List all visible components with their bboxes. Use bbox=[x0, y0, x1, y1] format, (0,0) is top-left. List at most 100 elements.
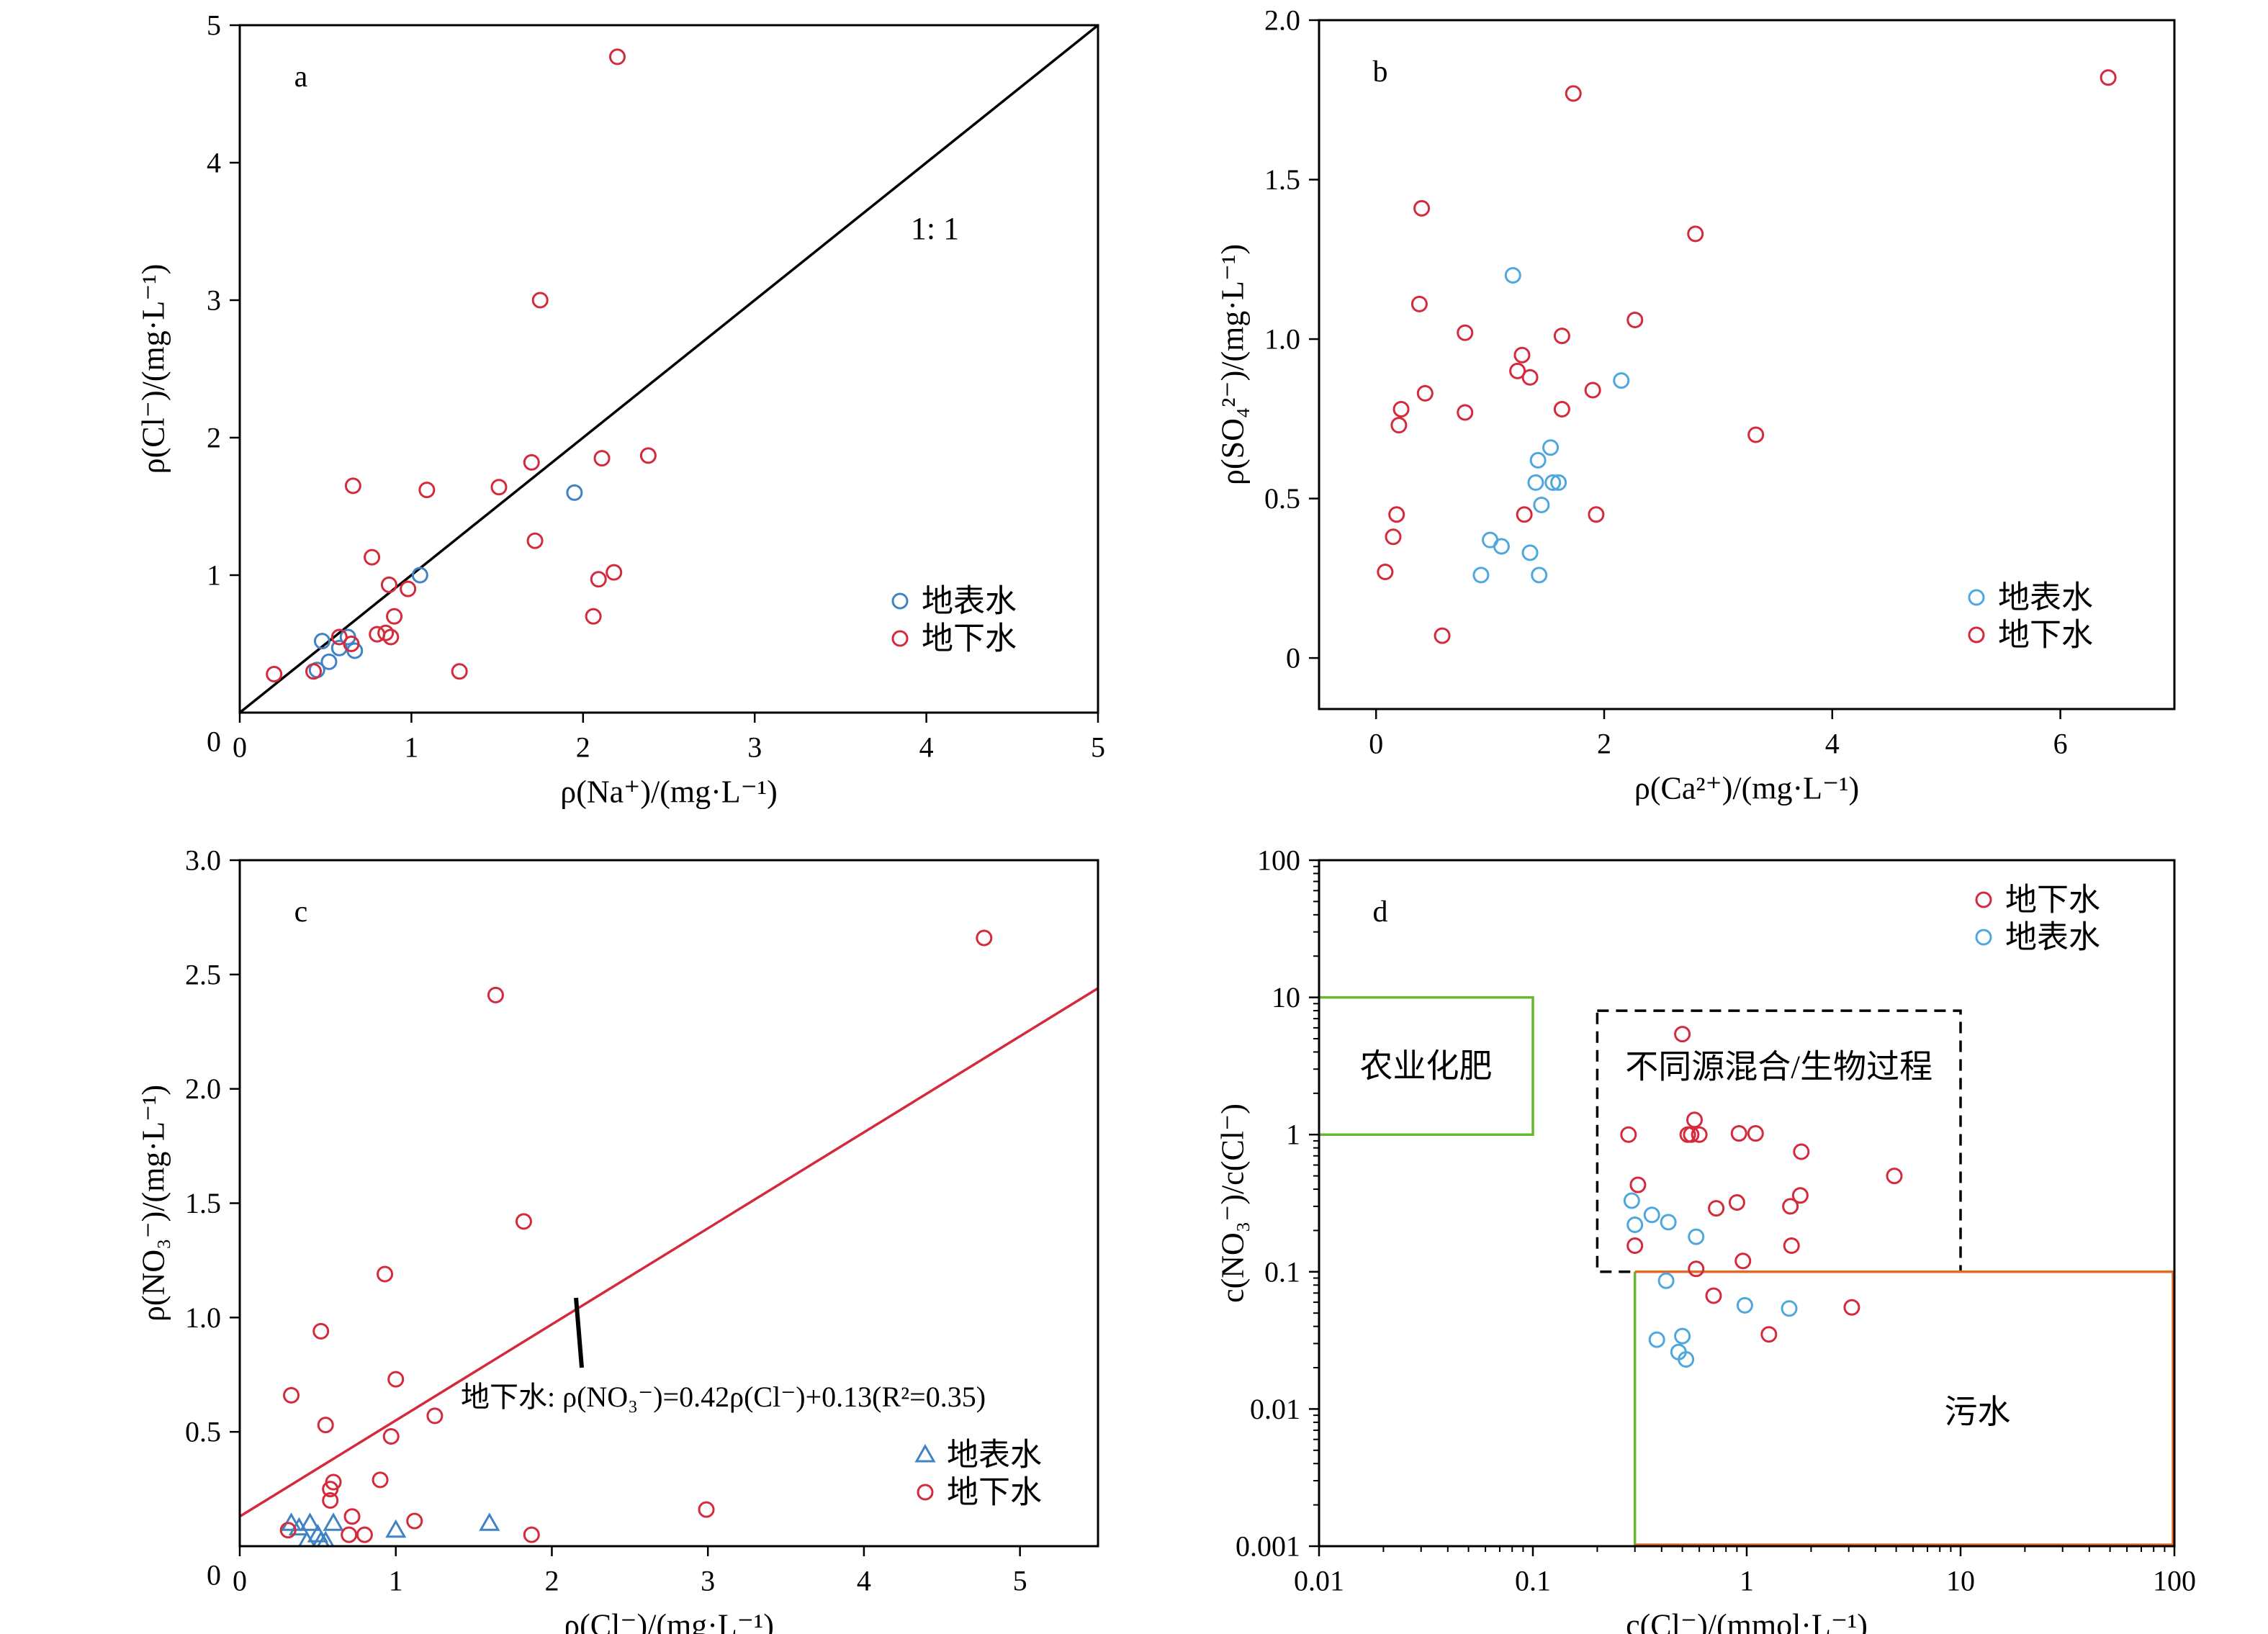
groundwater-point bbox=[1509, 362, 1526, 379]
groundwater-point bbox=[1728, 1194, 1745, 1211]
panel-letter: d bbox=[1373, 895, 1388, 929]
x-tick-label: 6 bbox=[2053, 728, 2068, 760]
y-tick-label: 2.0 bbox=[185, 1073, 221, 1105]
y-tick-label: 1.5 bbox=[185, 1187, 221, 1219]
regression-line bbox=[240, 987, 1098, 1518]
groundwater-point bbox=[356, 1526, 373, 1543]
x-tick-label: 5 bbox=[1091, 731, 1105, 764]
groundwater-point bbox=[1565, 85, 1582, 102]
x-tick-label: 0 bbox=[233, 731, 247, 764]
legend-marker bbox=[917, 1484, 934, 1501]
legend-marker bbox=[1968, 589, 1985, 606]
x-tick-label: 4 bbox=[1825, 728, 1840, 760]
y-tick-label: 2.5 bbox=[185, 958, 221, 990]
one-to-one-label: 1: 1 bbox=[911, 211, 959, 246]
surface-water-point bbox=[320, 653, 338, 670]
surface-water-point bbox=[1531, 567, 1548, 584]
series-surface-water bbox=[280, 1512, 500, 1546]
groundwater-point bbox=[531, 292, 549, 309]
y-tick-label: 100 bbox=[1257, 844, 1300, 877]
groundwater-point bbox=[1686, 1111, 1703, 1129]
plot-frame bbox=[1318, 859, 2176, 1548]
y-tick-label: 1.0 bbox=[1264, 323, 1300, 356]
panel-a: 0 1 2 3 4 5 1 2 3 4 5 0 ρ(Na⁺)/(mg·L⁻¹) ρ(Cl⁻)/(mg·L⁻… bbox=[136, 9, 1106, 810]
groundwater-point bbox=[312, 1322, 330, 1340]
groundwater-point bbox=[515, 1213, 532, 1230]
panel-letter: a bbox=[294, 60, 308, 94]
y-tick-label: 2 bbox=[207, 422, 221, 454]
surface-water-point bbox=[1504, 266, 1521, 284]
y-axis-label: c(NO₃⁻)/c(Cl⁻) bbox=[1215, 1103, 1251, 1303]
groundwater-point bbox=[1516, 506, 1533, 523]
legend-marker bbox=[1968, 626, 1985, 644]
groundwater-point bbox=[1434, 627, 1451, 644]
groundwater-point bbox=[451, 663, 468, 680]
groundwater-point bbox=[387, 1371, 405, 1388]
legend-marker bbox=[891, 592, 909, 610]
groundwater-point bbox=[523, 1526, 540, 1543]
regression-label-formula: ρ(NO₃⁻)=0.42ρ(Cl⁻)+0.13(R²=0.35) bbox=[562, 1381, 986, 1413]
mixing-label: 不同源混合/生物过程 bbox=[1625, 1049, 1932, 1085]
x-tick-label: 2 bbox=[1597, 728, 1611, 760]
groundwater-point bbox=[283, 1386, 300, 1404]
groundwater-point bbox=[1705, 1287, 1722, 1304]
tick-group: 0 1 2 3 4 5 1 2 3 4 5 0 bbox=[207, 9, 1105, 764]
panel-c: 0 1 2 3 4 5 0.5 1.0 1.5 2.0 2.5 3.0 0 ρ(Cl⁻)/(mg·L⁻¹)… bbox=[136, 844, 1099, 1634]
surface-water-point bbox=[1657, 1272, 1675, 1289]
groundwater-point bbox=[386, 608, 403, 625]
groundwater-point bbox=[1782, 1198, 1799, 1215]
tick-group: 0 2 4 6 0 0.5 1.0 1.5 2.0 bbox=[1264, 4, 2068, 760]
groundwater-point bbox=[1791, 1187, 1809, 1204]
fertilizer-label: 农业化肥 bbox=[1360, 1047, 1493, 1084]
plot-area bbox=[240, 929, 1098, 1546]
sewage-region bbox=[1634, 1270, 2174, 1546]
groundwater-point bbox=[490, 479, 508, 496]
y-tick-label: 5 bbox=[207, 9, 221, 42]
groundwater-point bbox=[698, 1501, 715, 1518]
series-groundwater bbox=[1377, 69, 2117, 644]
surface-water-point bbox=[316, 1530, 335, 1546]
regression-label: 地下水: ρ(NO₃⁻)=0.42ρ(Cl⁻)+0.13(R²=0.35) bbox=[461, 1381, 986, 1413]
panel-letter: c bbox=[294, 895, 308, 929]
legend-label: 地表水 bbox=[947, 1437, 1042, 1473]
y-tick-label: 0.01 bbox=[1250, 1393, 1300, 1425]
x-tick-label: 1 bbox=[1740, 1565, 1754, 1597]
surface-water-point bbox=[1613, 372, 1630, 389]
groundwater-point bbox=[1843, 1299, 1860, 1316]
plot-frame bbox=[238, 859, 1099, 1548]
surface-water-point bbox=[1542, 439, 1560, 456]
legend-marker bbox=[1975, 929, 1992, 946]
groundwater-point bbox=[1392, 401, 1410, 418]
groundwater-point bbox=[325, 1473, 342, 1491]
panel-d: 0.01 0.1 1 10 1000.0010.010.1110100c(Cl⁻)/(m… bbox=[1215, 844, 2197, 1634]
groundwater-point bbox=[1385, 528, 1402, 546]
groundwater-point bbox=[279, 1522, 297, 1539]
one-to-one-line bbox=[240, 25, 1098, 713]
groundwater-point bbox=[343, 636, 360, 652]
x-tick-label: 0 bbox=[1369, 728, 1383, 760]
plot-frame bbox=[238, 24, 1099, 714]
groundwater-point bbox=[1734, 1252, 1752, 1270]
surface-water-point bbox=[1533, 496, 1550, 513]
groundwater-point bbox=[1793, 1143, 1810, 1160]
groundwater-point bbox=[1553, 328, 1570, 345]
legend-marker bbox=[891, 630, 909, 647]
surface-water-point bbox=[1648, 1331, 1665, 1348]
groundwater-point bbox=[608, 48, 626, 66]
groundwater-point bbox=[1513, 346, 1531, 364]
series-groundwater bbox=[266, 48, 657, 683]
groundwater-point bbox=[1410, 295, 1428, 312]
groundwater-point bbox=[1416, 384, 1434, 402]
surface-water-point bbox=[1660, 1214, 1677, 1231]
surface-water-point bbox=[1678, 1350, 1695, 1368]
surface-water-point bbox=[411, 567, 428, 584]
groundwater-point bbox=[382, 628, 400, 646]
groundwater-point bbox=[341, 1526, 358, 1543]
regression-label-prefix: 地下水: bbox=[461, 1381, 562, 1413]
plot-area bbox=[240, 25, 1098, 713]
groundwater-point bbox=[406, 1512, 423, 1530]
surface-water-point bbox=[323, 1512, 344, 1531]
